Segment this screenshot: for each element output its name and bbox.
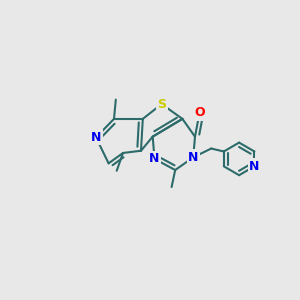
Text: O: O: [194, 106, 205, 119]
Text: S: S: [157, 98, 166, 110]
Text: N: N: [91, 131, 101, 144]
Text: N: N: [249, 160, 260, 173]
Text: N: N: [188, 151, 198, 164]
Text: N: N: [149, 152, 160, 165]
